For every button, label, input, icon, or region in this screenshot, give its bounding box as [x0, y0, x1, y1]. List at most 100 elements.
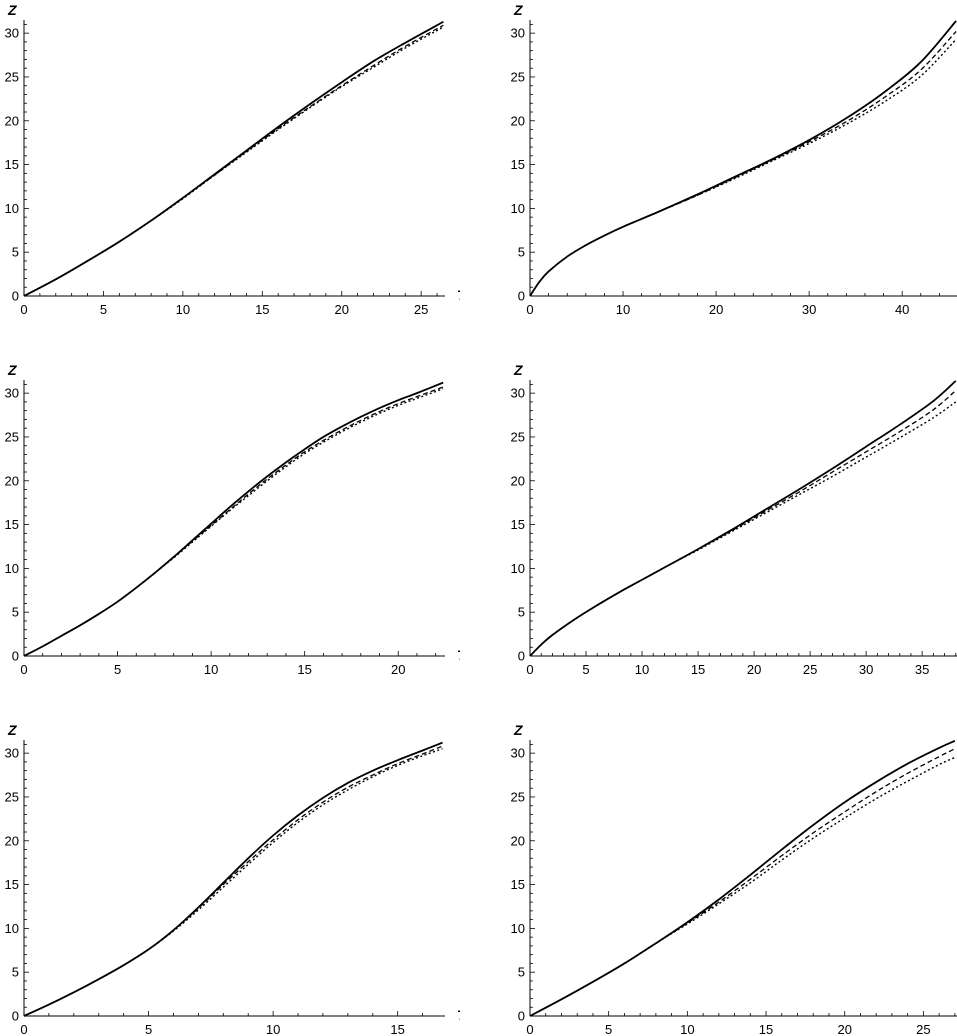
y-tick-label: 15 — [5, 157, 19, 172]
series-line-solid — [529, 380, 957, 657]
y-axis-title: Z — [513, 722, 523, 738]
x-tick-label: 10 — [680, 1022, 694, 1036]
x-tick-label: 20 — [391, 662, 405, 677]
y-tick-label: 30 — [5, 26, 19, 41]
chart-panel-3: 0 5 10 15 20 0 5 10 15 20 25 30 T Z — [5, 362, 460, 677]
y-tick-label: 15 — [511, 157, 525, 172]
series-line-dotted — [23, 26, 444, 297]
x-tick-label: 15 — [691, 662, 705, 677]
x-tick-label: 0 — [526, 662, 533, 677]
y-axis-title: Z — [7, 2, 17, 18]
y-tick-label: 15 — [511, 517, 525, 532]
series-line-dashed — [23, 24, 444, 297]
x-tick-label: 5 — [605, 1022, 612, 1036]
x-axis-title: T — [457, 287, 460, 303]
x-tick-label: 5 — [145, 1022, 152, 1036]
x-tick-label: 0 — [20, 302, 27, 317]
y-tick-label: 0 — [12, 289, 19, 304]
series-line-solid — [23, 741, 443, 1017]
y-tick-label: 5 — [12, 245, 19, 260]
series-line-dotted — [529, 38, 957, 297]
x-tick-label: 0 — [20, 662, 27, 677]
y-tick-label: 10 — [5, 201, 19, 216]
x-tick-label: 25 — [916, 1022, 930, 1036]
y-tick-label: 30 — [5, 386, 19, 401]
chart-panel-5: 0 5 10 15 0 5 10 15 20 25 30 T Z — [5, 722, 460, 1036]
x-tick-label: 5 — [582, 662, 589, 677]
y-tick-label: 5 — [518, 605, 525, 620]
x-tick-label: 0 — [526, 1022, 533, 1036]
chart-panel-4: 05101520253035051015202530TZ — [511, 362, 957, 677]
x-tick-label: 15 — [297, 662, 311, 677]
x-tick-label: 5 — [114, 662, 121, 677]
x-tick-label: 25 — [803, 662, 817, 677]
y-axis-title: Z — [7, 722, 17, 738]
y-tick-label: 5 — [518, 965, 525, 980]
x-tick-label: 10 — [204, 662, 218, 677]
y-tick-label: 25 — [5, 69, 19, 84]
y-tick-label: 0 — [518, 289, 525, 304]
y-tick-label: 5 — [12, 965, 19, 980]
series-line-solid — [529, 20, 957, 297]
series-line-dotted — [529, 756, 956, 1017]
y-tick-label: 25 — [5, 789, 19, 804]
y-tick-label: 20 — [511, 113, 525, 128]
y-tick-label: 20 — [511, 473, 525, 488]
x-tick-label: 15 — [759, 1022, 773, 1036]
y-tick-label: 30 — [511, 26, 525, 41]
x-tick-label: 5 — [100, 302, 107, 317]
y-tick-label: 25 — [511, 429, 525, 444]
y-tick-label: 5 — [12, 605, 19, 620]
x-axis-title: T — [457, 1007, 460, 1023]
y-tick-label: 0 — [518, 1009, 525, 1024]
y-tick-label: 10 — [511, 561, 525, 576]
y-tick-label: 20 — [511, 833, 525, 848]
series-line-solid — [529, 740, 956, 1017]
x-tick-label: 20 — [335, 302, 349, 317]
chart-panel-2: 010203040051015202530TZ — [511, 2, 957, 317]
y-tick-label: 15 — [511, 877, 525, 892]
x-tick-label: 0 — [20, 1022, 27, 1036]
y-tick-label: 0 — [518, 649, 525, 664]
x-tick-label: 0 — [526, 302, 533, 317]
x-tick-label: 15 — [255, 302, 269, 317]
x-tick-label: 10 — [266, 1022, 280, 1036]
y-tick-label: 0 — [12, 649, 19, 664]
series-line-dashed — [529, 748, 956, 1017]
chart-panel-1: 0 5 10 15 20 25 0 5 10 15 20 25 30 T Z — [5, 2, 460, 317]
y-tick-label: 20 — [5, 113, 19, 128]
series-line-dashed — [529, 30, 957, 297]
series-line-solid — [23, 381, 444, 657]
y-tick-label: 10 — [5, 561, 19, 576]
x-tick-label: 20 — [709, 302, 723, 317]
y-tick-label: 15 — [5, 877, 19, 892]
series-line-solid — [23, 20, 444, 297]
x-tick-label: 10 — [176, 302, 190, 317]
series-line-dotted — [529, 401, 957, 657]
chart-panel-6: 0510152025051015202530TZ — [511, 722, 957, 1036]
x-tick-label: 35 — [915, 662, 929, 677]
y-tick-label: 5 — [518, 245, 525, 260]
x-tick-label: 10 — [635, 662, 649, 677]
y-axis-title: Z — [513, 362, 523, 378]
series-line-dotted — [23, 748, 443, 1017]
y-tick-label: 30 — [511, 386, 525, 401]
y-tick-label: 30 — [5, 746, 19, 761]
y-tick-label: 10 — [5, 921, 19, 936]
y-tick-label: 20 — [5, 473, 19, 488]
series-line-dashed — [23, 386, 444, 657]
x-tick-label: 15 — [390, 1022, 404, 1036]
y-tick-label: 25 — [511, 69, 525, 84]
x-tick-label: 20 — [837, 1022, 851, 1036]
x-axis-title: T — [457, 647, 460, 663]
y-tick-label: 20 — [5, 833, 19, 848]
y-tick-label: 0 — [12, 1009, 19, 1024]
x-tick-label: 30 — [802, 302, 816, 317]
y-tick-label: 10 — [511, 921, 525, 936]
y-tick-label: 10 — [511, 201, 525, 216]
x-tick-label: 25 — [414, 302, 428, 317]
series-line-dashed — [23, 745, 443, 1017]
x-tick-label: 30 — [859, 662, 873, 677]
y-axis-title: Z — [7, 362, 17, 378]
